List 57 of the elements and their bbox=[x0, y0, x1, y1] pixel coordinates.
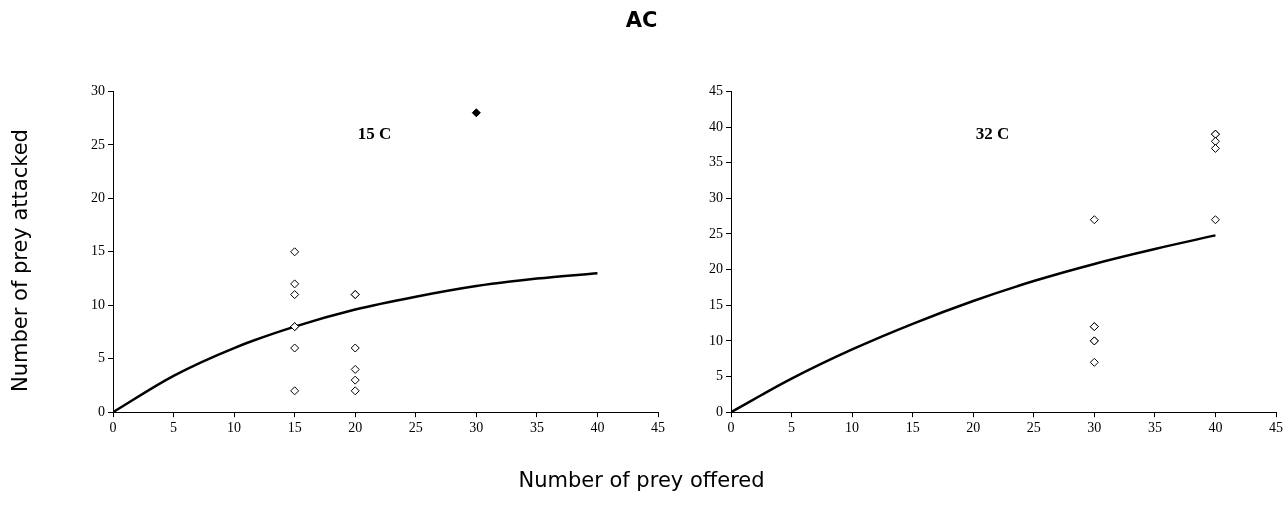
point bbox=[1210, 143, 1220, 153]
x-tick-label: 35 bbox=[1147, 420, 1162, 436]
x-tick-label: 45 bbox=[1269, 420, 1283, 436]
y-tick-label: 40 bbox=[709, 118, 723, 134]
x-tick-label: 20 bbox=[348, 420, 363, 436]
x-tick-label: 5 bbox=[788, 420, 796, 436]
y-tick-label: 25 bbox=[709, 225, 723, 241]
y-tick-label: 45 bbox=[709, 83, 723, 99]
x-tick-label: 15 bbox=[905, 420, 920, 436]
point bbox=[1210, 215, 1220, 225]
x-tick-label: 30 bbox=[1087, 420, 1102, 436]
y-tick-label: 0 bbox=[98, 403, 105, 419]
x-tick-label: 45 bbox=[651, 420, 665, 436]
point bbox=[1210, 136, 1220, 146]
x-tick-label: 40 bbox=[1208, 420, 1223, 436]
point bbox=[350, 343, 360, 353]
y-tick-label: 10 bbox=[709, 332, 723, 348]
y-tick-label: 0 bbox=[716, 403, 723, 419]
x-tick-label: 5 bbox=[170, 420, 178, 436]
y-tick-label: 5 bbox=[98, 350, 105, 366]
y-tick-label: 20 bbox=[91, 190, 105, 206]
point bbox=[290, 247, 300, 257]
x-tick-label: 15 bbox=[287, 420, 302, 436]
y-tick-label: 30 bbox=[709, 190, 723, 206]
point bbox=[1089, 215, 1099, 225]
x-tick-label: 40 bbox=[590, 420, 605, 436]
point bbox=[350, 364, 360, 374]
y-tick-label: 10 bbox=[91, 296, 105, 312]
annotation: 15 C bbox=[357, 124, 392, 144]
point bbox=[471, 108, 481, 118]
point bbox=[350, 386, 360, 396]
y-tick-label: 25 bbox=[91, 136, 105, 152]
point bbox=[290, 290, 300, 300]
y-tick-label: 35 bbox=[709, 154, 723, 170]
point bbox=[350, 375, 360, 385]
chart-title: AC bbox=[624, 8, 659, 32]
y-axis-title: Number of prey attacked bbox=[8, 129, 32, 392]
point bbox=[290, 386, 300, 396]
y-tick-label: 5 bbox=[716, 368, 723, 384]
x-tick-label: 35 bbox=[529, 420, 544, 436]
x-tick-label: 0 bbox=[109, 420, 117, 436]
x-axis-title: Number of prey offered bbox=[517, 468, 766, 492]
x-tick-label: 10 bbox=[845, 420, 860, 436]
x-tick-label: 0 bbox=[727, 420, 735, 436]
y-tick-label: 15 bbox=[91, 243, 105, 259]
y-tick-label: 30 bbox=[91, 83, 105, 99]
x-tick-label: 10 bbox=[227, 420, 242, 436]
point bbox=[290, 279, 300, 289]
y-tick-label: 15 bbox=[709, 296, 723, 312]
x-tick-label: 25 bbox=[408, 420, 423, 436]
point bbox=[1089, 357, 1099, 367]
x-tick-label: 20 bbox=[966, 420, 981, 436]
point bbox=[290, 343, 300, 353]
x-tick-label: 25 bbox=[1026, 420, 1041, 436]
y-tick-label: 20 bbox=[709, 261, 723, 277]
annotation: 32 C bbox=[975, 124, 1010, 144]
x-tick-label: 30 bbox=[469, 420, 484, 436]
